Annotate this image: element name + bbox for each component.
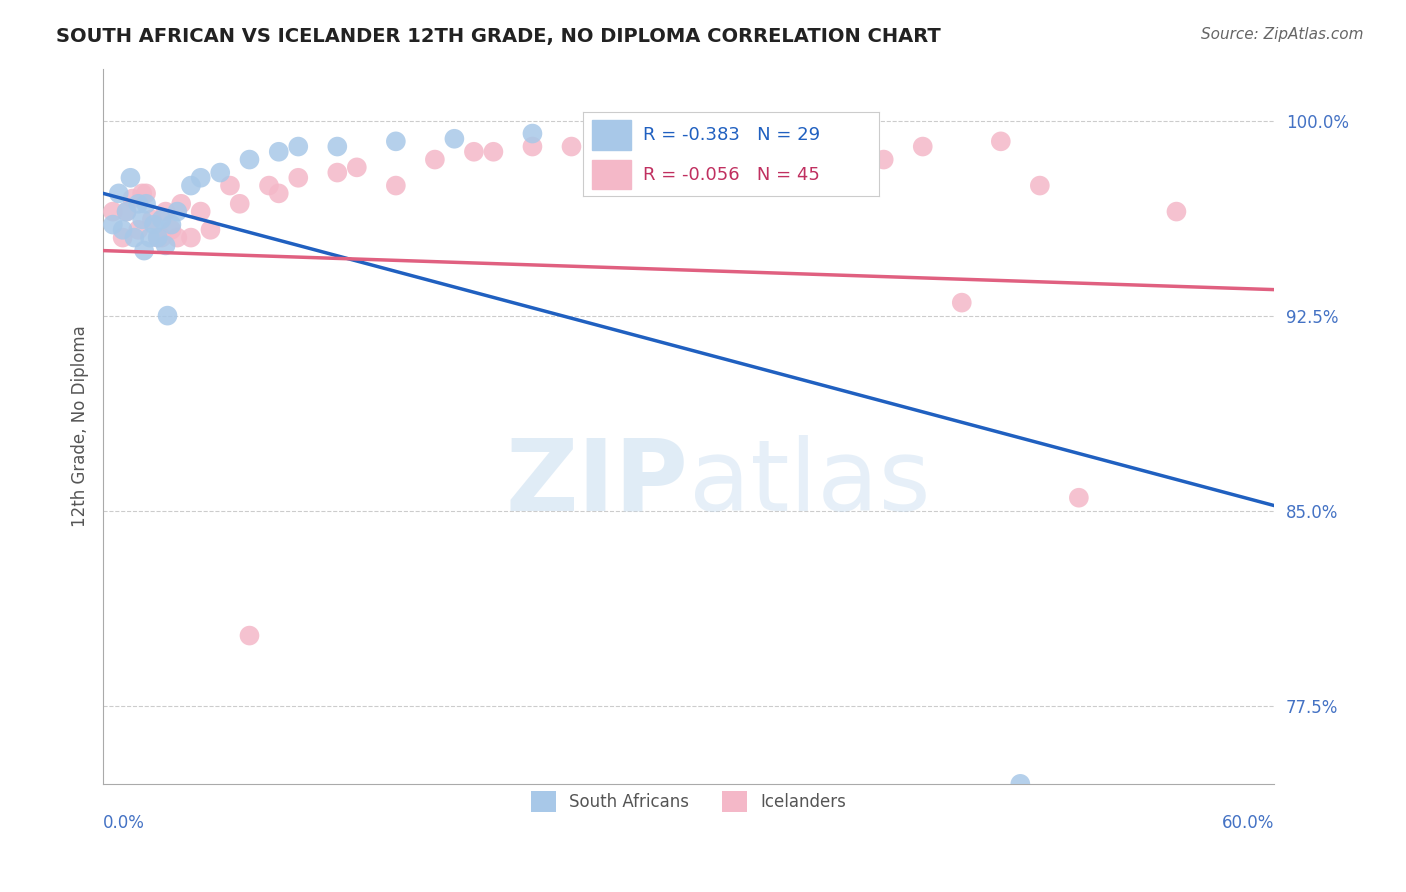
Point (131, 212, 153, 227)
Point (127, 223, 149, 237)
Point (190, 170, 212, 185)
Point (132, 244, 155, 258)
Point (229, 196, 252, 211)
Point (463, 145, 485, 159)
Point (287, 170, 309, 185)
Point (716, 178, 738, 193)
Point (238, 153, 260, 167)
Point (155, 204, 177, 219)
Point (150, 230, 173, 244)
Point (267, 145, 290, 159)
Point (209, 165, 232, 179)
Point (238, 629, 260, 643)
Point (834, 145, 856, 159)
Point (107, 186, 129, 201)
Point (287, 139, 309, 153)
Point (166, 230, 188, 244)
Point (385, 134, 408, 148)
Point (180, 178, 202, 193)
Point (141, 212, 163, 227)
Point (346, 161, 368, 175)
Text: SOUTH AFRICAN VS ICELANDER 12TH GRADE, NO DIPLOMA CORRELATION CHART: SOUTH AFRICAN VS ICELANDER 12TH GRADE, N… (56, 27, 941, 45)
Point (120, 170, 142, 185)
Text: 0.0%: 0.0% (103, 814, 145, 832)
Point (101, 204, 124, 219)
Point (638, 145, 661, 159)
Point (755, 145, 778, 159)
Point (190, 204, 212, 219)
Point (794, 170, 817, 185)
Point (1029, 178, 1052, 193)
Bar (592, 120, 631, 150)
Point (135, 196, 157, 211)
Y-axis label: 12th Grade, No Diploma: 12th Grade, No Diploma (72, 326, 89, 527)
Point (560, 139, 582, 153)
Point (911, 139, 934, 153)
Legend: South Africans, Icelanders: South Africans, Icelanders (524, 785, 853, 819)
Point (124, 230, 146, 244)
Point (135, 186, 157, 201)
Point (1166, 204, 1188, 219)
Text: 60.0%: 60.0% (1222, 814, 1274, 832)
Point (166, 204, 188, 219)
Point (155, 238, 177, 252)
Point (1067, 491, 1090, 505)
Point (522, 139, 544, 153)
Point (267, 186, 290, 201)
Point (142, 218, 165, 232)
Text: Source: ZipAtlas.com: Source: ZipAtlas.com (1201, 27, 1364, 42)
Point (139, 230, 162, 244)
Point (257, 178, 280, 193)
Point (326, 165, 349, 179)
Bar (592, 160, 631, 189)
Point (146, 230, 169, 244)
Point (678, 178, 700, 193)
Point (121, 192, 143, 206)
Text: ZIP: ZIP (506, 435, 689, 532)
Point (219, 178, 242, 193)
Point (423, 153, 446, 167)
Point (160, 218, 183, 232)
Point (950, 295, 973, 310)
Point (200, 223, 222, 237)
Point (482, 145, 505, 159)
Point (385, 178, 408, 193)
Point (522, 127, 544, 141)
Point (115, 204, 138, 219)
Point (156, 309, 179, 323)
Point (873, 153, 896, 167)
Point (160, 223, 183, 237)
Point (599, 134, 621, 148)
Point (150, 212, 173, 227)
Point (443, 132, 465, 146)
Text: atlas: atlas (689, 435, 931, 532)
Text: R = -0.056   N = 45: R = -0.056 N = 45 (643, 166, 820, 184)
Text: R = -0.383   N = 29: R = -0.383 N = 29 (643, 127, 820, 145)
Point (180, 230, 202, 244)
Point (115, 204, 138, 219)
Point (170, 196, 193, 211)
Point (326, 139, 349, 153)
Point (111, 223, 134, 237)
Point (146, 230, 169, 244)
Point (1010, 777, 1032, 791)
Point (111, 230, 134, 244)
Point (990, 134, 1012, 148)
Point (101, 218, 124, 232)
Point (127, 196, 149, 211)
Point (131, 186, 153, 201)
